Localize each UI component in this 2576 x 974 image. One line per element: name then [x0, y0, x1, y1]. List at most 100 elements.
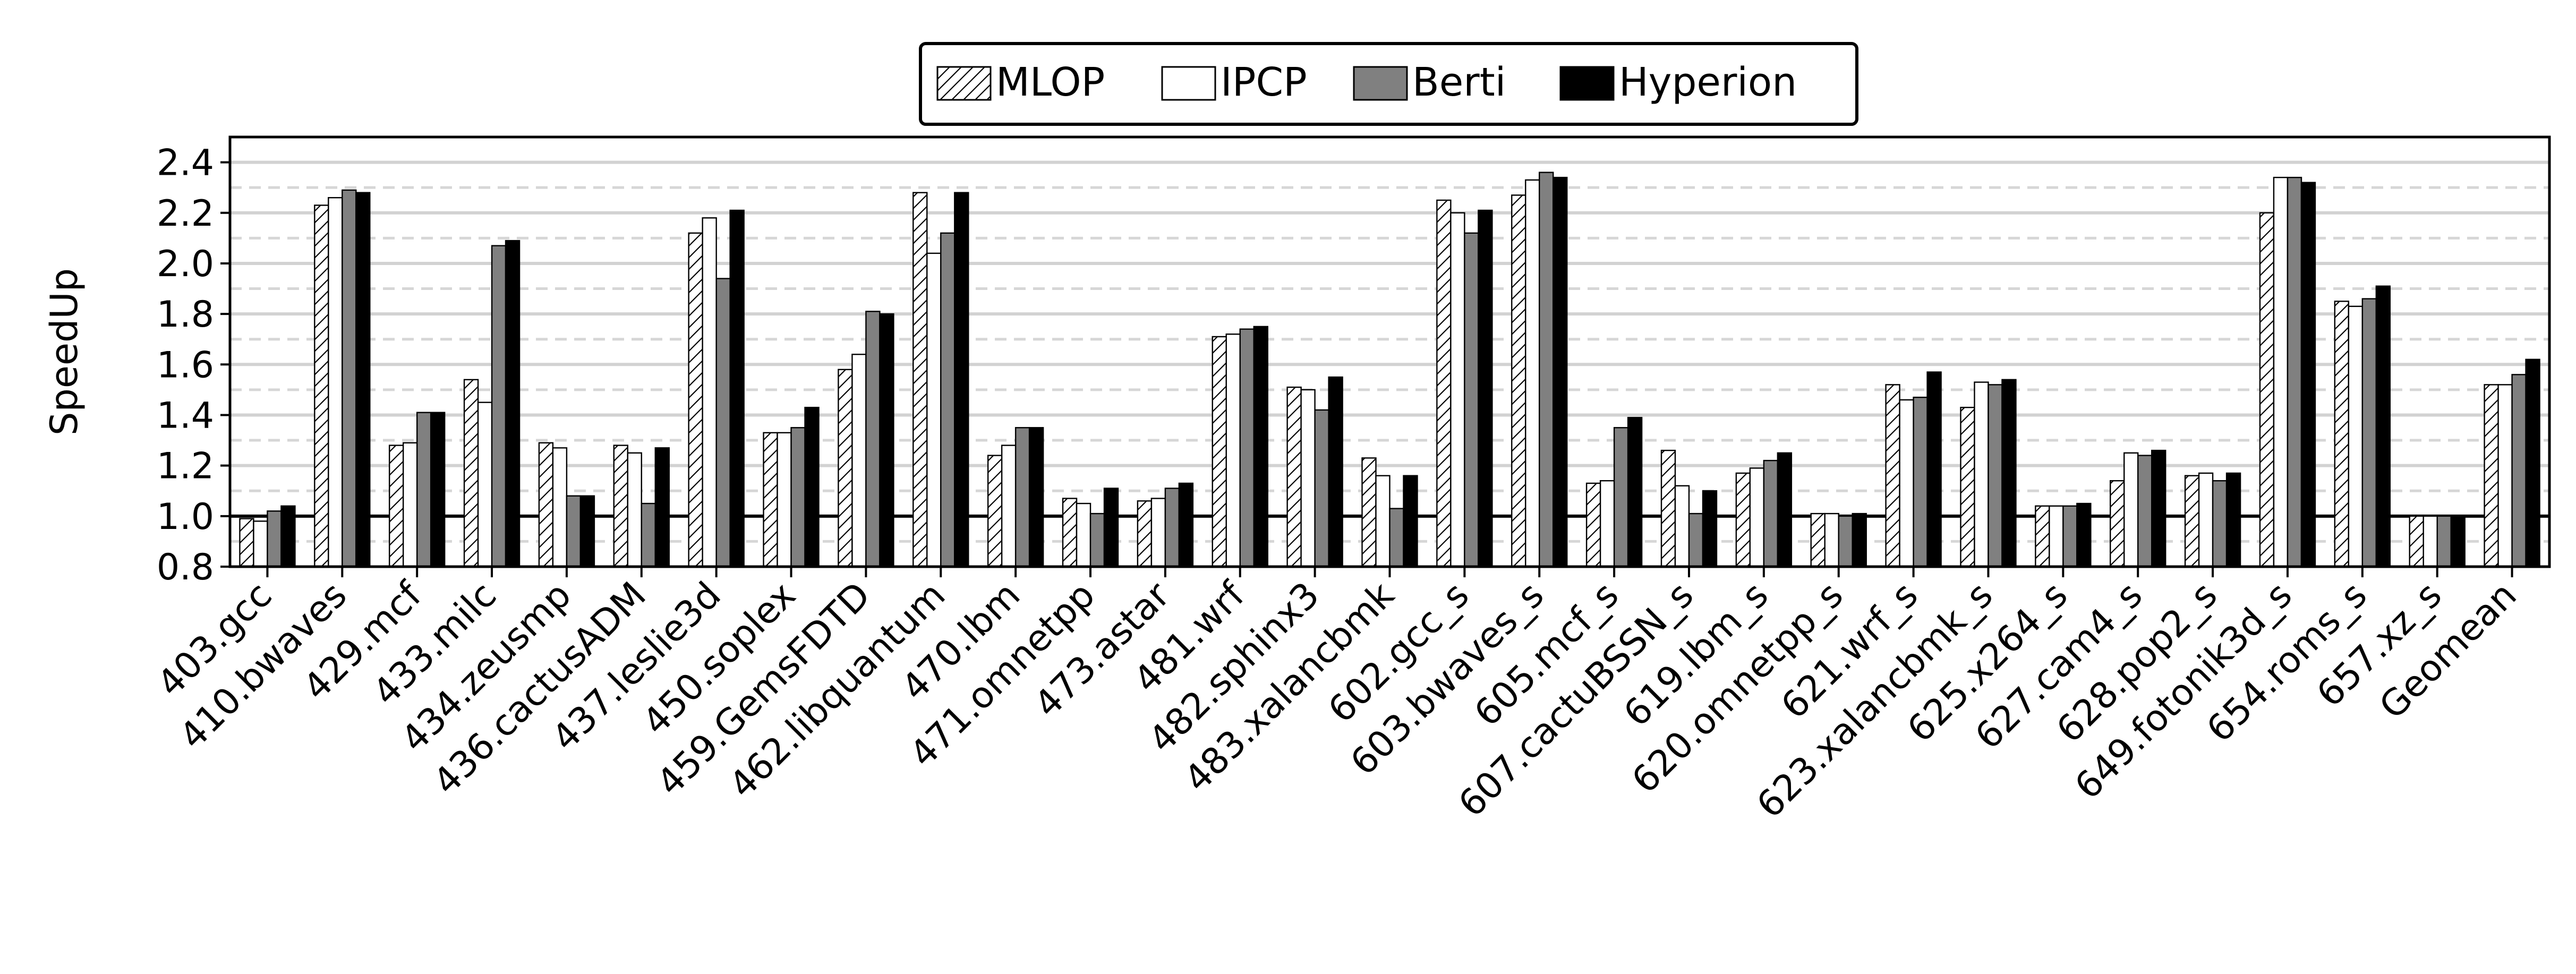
bar-hyperion-473-astar	[1178, 482, 1194, 568]
bars-group	[239, 172, 2540, 568]
bar-hyperion-433-milc	[505, 240, 521, 568]
bar-mlop-625-x264-s	[2035, 505, 2050, 568]
bar-mlop-437-leslie3d	[688, 232, 703, 568]
bar-hyperion-623-xalancbmk-s	[2001, 379, 2017, 568]
legend-label-mlop: MLOP	[996, 59, 1105, 105]
bar-hyperion-602-gcc-s	[1478, 209, 1493, 568]
bar-ipcp-403-gcc	[253, 520, 268, 568]
bar-berti-459-gemsfdtd	[865, 311, 881, 568]
bar-berti-470-lbm	[1014, 427, 1030, 568]
bar-hyperion-403-gcc	[280, 505, 296, 568]
bar-ipcp-437-leslie3d	[702, 217, 717, 568]
y-tick-label: 1.8	[157, 294, 214, 336]
bar-berti-433-milc	[491, 245, 507, 568]
bar-hyperion-434-zeusmp	[579, 495, 595, 568]
y-tick-label: 0.8	[157, 546, 214, 588]
bar-hyperion-410-bwaves	[355, 192, 371, 568]
bar-mlop-605-mcf-s	[1585, 482, 1601, 568]
bar-berti-481-wrf	[1239, 328, 1255, 568]
bar-ipcp-470-lbm	[1001, 445, 1017, 568]
bar-hyperion-654-roms-s	[2375, 285, 2391, 568]
bar-hyperion-657-xz-s	[2450, 515, 2466, 568]
bar-mlop-621-wrf-s	[1885, 384, 1900, 568]
legend: MLOP IPCP Berti Hyperion	[919, 42, 1858, 126]
bar-hyperion-603-bwaves-s	[1553, 176, 1568, 568]
bar-mlop-429-mcf	[388, 445, 404, 568]
bar-ipcp-627-cam4-s	[2123, 452, 2139, 568]
bar-ipcp-602-gcc-s	[1450, 212, 1465, 568]
bar-mlop-483-xalancbmk	[1361, 457, 1377, 568]
bar-ipcp-462-libquantum	[926, 252, 942, 568]
bar-hyperion-649-fotonik3d-s	[2300, 182, 2316, 568]
bar-mlop-410-bwaves	[314, 204, 329, 568]
legend-label-berti: Berti	[1412, 59, 1506, 105]
bar-hyperion-459-gemsfdtd	[879, 313, 894, 568]
bar-berti-603-bwaves-s	[1539, 172, 1554, 568]
bar-hyperion-627-cam4-s	[2151, 449, 2166, 568]
bar-ipcp-410-bwaves	[328, 197, 343, 568]
bar-hyperion-620-omnetpp-s	[1852, 512, 1867, 568]
bar-ipcp-654-roms-s	[2348, 305, 2364, 568]
bar-mlop-450-soplex	[763, 432, 778, 568]
bar-ipcp-481-wrf	[1225, 333, 1241, 568]
bar-berti-605-mcf-s	[1613, 427, 1629, 568]
bar-ipcp-482-sphinx3	[1300, 389, 1316, 568]
y-axis-label: SpeedUp	[42, 268, 86, 435]
bar-hyperion-437-leslie3d	[729, 209, 745, 568]
bar-ipcp-607-cactubssn-s	[1674, 485, 1690, 568]
bar-berti-geomean	[2511, 374, 2527, 568]
bar-hyperion-471-omnetpp	[1103, 488, 1119, 568]
bar-ipcp-434-zeusmp	[552, 447, 568, 568]
bar-berti-602-gcc-s	[1464, 232, 1479, 568]
bar-berti-654-roms-s	[2361, 298, 2377, 568]
bar-hyperion-470-lbm	[1028, 427, 1044, 568]
bar-berti-657-xz-s	[2436, 515, 2452, 568]
bar-mlop-602-gcc-s	[1436, 199, 1452, 568]
bar-ipcp-605-mcf-s	[1599, 480, 1615, 568]
bar-hyperion-482-sphinx3	[1328, 376, 1343, 568]
bar-mlop-620-omnetpp-s	[1810, 512, 1826, 568]
bar-hyperion-621-wrf-s	[1926, 371, 1942, 568]
bar-ipcp-450-soplex	[777, 432, 792, 568]
bar-berti-621-wrf-s	[1913, 396, 1928, 568]
bar-mlop-623-xalancbmk-s	[1960, 406, 1975, 568]
bar-ipcp-628-pop2-s	[2198, 472, 2214, 568]
legend-swatch-ipcp	[1161, 66, 1216, 101]
bar-ipcp-429-mcf	[402, 442, 418, 568]
bar-mlop-459-gemsfdtd	[838, 369, 853, 568]
bar-ipcp-geomean	[2497, 384, 2513, 568]
y-tick-label: 2.0	[157, 243, 214, 285]
bar-ipcp-621-wrf-s	[1899, 399, 1914, 568]
bar-berti-450-soplex	[790, 427, 806, 568]
bar-berti-607-cactubssn-s	[1688, 512, 1704, 568]
bar-mlop-436-cactusadm	[613, 445, 628, 568]
bar-mlop-649-fotonik3d-s	[2259, 212, 2275, 568]
legend-swatch-mlop	[936, 66, 992, 101]
bar-hyperion-436-cactusadm	[654, 447, 670, 568]
bar-hyperion-605-mcf-s	[1627, 417, 1643, 568]
bar-berti-462-libquantum	[940, 232, 956, 568]
bar-berti-429-mcf	[416, 412, 432, 568]
bar-berti-483-xalancbmk	[1389, 508, 1404, 568]
bar-ipcp-649-fotonik3d-s	[2273, 176, 2289, 568]
bar-hyperion-462-libquantum	[954, 192, 969, 568]
bar-berti-620-omnetpp-s	[1838, 515, 1853, 568]
bar-mlop-geomean	[2484, 384, 2499, 568]
bar-hyperion-619-lbm-s	[1777, 452, 1793, 568]
bar-berti-437-leslie3d	[715, 278, 731, 568]
bar-ipcp-436-cactusadm	[627, 452, 642, 568]
bar-berti-482-sphinx3	[1314, 409, 1329, 568]
bar-berti-410-bwaves	[342, 189, 357, 568]
bar-hyperion-481-wrf	[1253, 326, 1268, 568]
bar-mlop-434-zeusmp	[538, 442, 554, 568]
bar-mlop-470-lbm	[987, 455, 1003, 568]
bar-ipcp-603-bwaves-s	[1525, 179, 1540, 568]
bar-mlop-433-milc	[463, 379, 479, 568]
y-tick-label: 1.4	[157, 395, 214, 437]
bar-mlop-628-pop2-s	[2184, 475, 2200, 568]
bar-mlop-619-lbm-s	[1735, 472, 1751, 568]
y-tick-label: 2.4	[157, 142, 214, 184]
y-tick-label: 1.0	[157, 496, 214, 538]
